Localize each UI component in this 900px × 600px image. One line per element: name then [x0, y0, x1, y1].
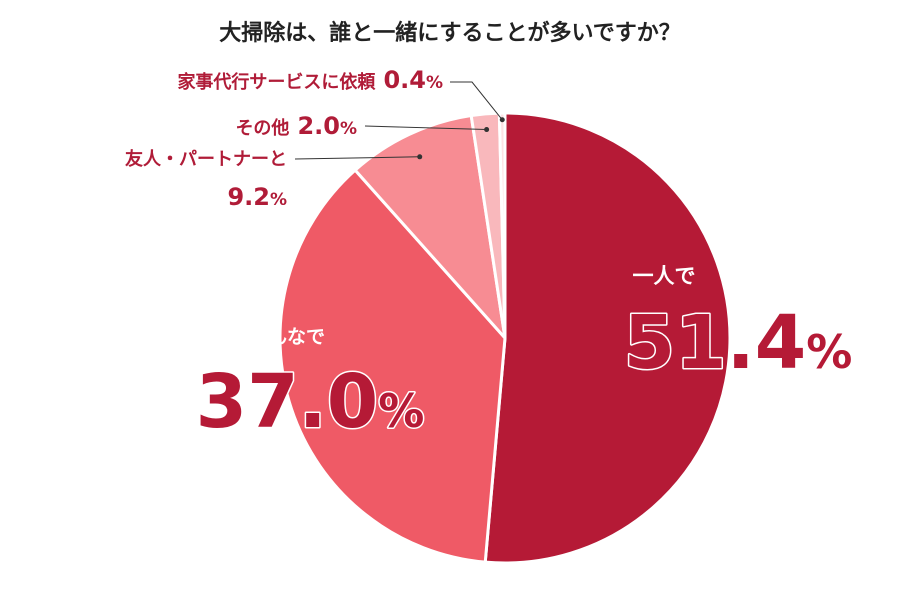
slice-value-other-number: 2.0: [297, 112, 340, 140]
slice-value-other-unit: %: [340, 119, 357, 139]
slice-value-alone-number: 51.4: [624, 300, 807, 386]
slice-value-friend: 9.2%: [227, 183, 287, 211]
leader-line-service: [450, 81, 503, 121]
slice-label-service-name: 家事代行サービスに依頼: [177, 71, 376, 93]
slice-value-alone-unit: %: [806, 325, 852, 379]
slice-value-family: 37.0%: [196, 359, 425, 445]
slice-label-family: 家族みんなで: [211, 325, 325, 348]
chart-title: 大掃除は、誰と一緒にすることが多いですか？: [219, 20, 681, 46]
slice-value-family-number: 37.0: [196, 359, 379, 445]
slice-label-alone: 一人で: [633, 264, 696, 288]
slice-label-other: その他 2.0%: [235, 112, 357, 140]
slice-label-other-name: その他: [235, 117, 289, 139]
slice-value-service-number: 0.4: [383, 66, 426, 94]
leader-dot-friend: [417, 154, 423, 160]
slice-value-alone: 51.4%: [624, 300, 853, 386]
slice-value-friend-unit: %: [270, 190, 287, 210]
slice-label-service: 家事代行サービスに依頼 0.4%: [177, 66, 443, 94]
pie-slice-family: [278, 168, 507, 564]
slice-value-family-unit: %: [378, 384, 424, 438]
slice-value-service-unit: %: [426, 73, 443, 93]
slice-value-friend-number: 9.2: [227, 183, 270, 211]
leader-dot-other: [484, 127, 490, 133]
leader-line-other: [364, 125, 487, 131]
pie-slice-service: [497, 111, 507, 340]
leader-dot-service: [499, 117, 505, 123]
pie-slices: [278, 111, 732, 565]
pie-slice-alone: [483, 111, 732, 565]
pie-slice-friend: [353, 114, 507, 340]
slice-label-friend: 友人・パートナーと: [125, 148, 287, 170]
leader-line-friend: [294, 156, 420, 160]
leader-lines: [294, 81, 505, 160]
